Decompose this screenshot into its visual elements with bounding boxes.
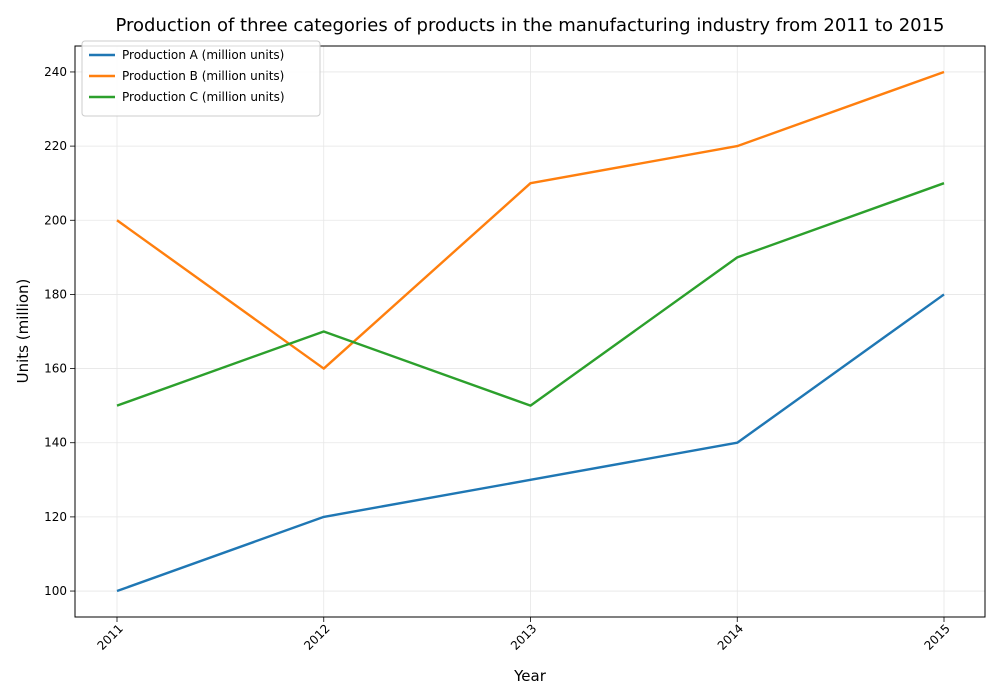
y-tick-label: 100 — [44, 584, 67, 598]
y-axis: 100 120 140 160 180 200 220 240 — [44, 65, 75, 598]
y-tick-label: 240 — [44, 65, 67, 79]
plot-frame — [74, 45, 986, 618]
x-tick-label: 2015 — [921, 621, 952, 652]
series-line-1 — [116, 293, 945, 593]
series-line-2 — [116, 70, 945, 370]
x-tick-label: 2011 — [94, 621, 125, 652]
legend-label: Production C (million units) — [122, 90, 285, 104]
y-tick-label: 220 — [44, 139, 67, 153]
y-tick-label: 140 — [44, 436, 67, 450]
legend-box — [81, 40, 321, 117]
y-tick-label: 120 — [44, 510, 67, 524]
y-tick-label: 200 — [44, 213, 67, 227]
y-tick-label: 180 — [44, 287, 67, 301]
x-axis-label: Year — [513, 667, 547, 685]
x-tick-label: 2014 — [715, 621, 746, 652]
legend: Production A (million units) Production B… — [81, 40, 321, 117]
chart-title: Production of three categories of produc… — [115, 15, 944, 36]
y-tick-label: 160 — [44, 362, 67, 376]
grid — [75, 46, 985, 617]
series-line-3 — [116, 182, 945, 407]
series-lines — [116, 70, 945, 593]
x-tick-label: 2013 — [508, 621, 539, 652]
legend-label: Production B (million units) — [122, 69, 284, 83]
y-axis-label: Units (million) — [14, 279, 32, 384]
x-tick-label: 2012 — [301, 621, 332, 652]
x-axis: 2011 2012 2013 2014 2015 — [94, 617, 953, 653]
legend-label: Production A (million units) — [122, 48, 284, 62]
